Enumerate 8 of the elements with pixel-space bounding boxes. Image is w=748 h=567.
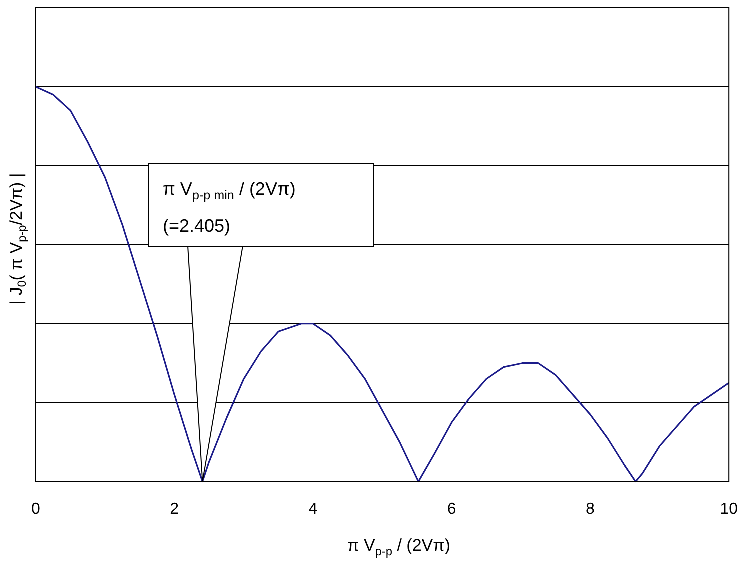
x-tick-label: 4: [308, 500, 318, 518]
annotation: π V$_{p-p min}$ / (2Vπ) (=2.405): [148, 163, 374, 247]
x-tick-label: 8: [586, 500, 596, 518]
x-tick-label: 6: [447, 500, 456, 518]
x-tick-label: 2: [170, 500, 180, 518]
x-axis-title: π V$_{p-p}$ / (2Vπ): [346, 536, 452, 558]
x-tick-label: 10: [720, 500, 738, 518]
x-tick-label: 0: [32, 500, 41, 518]
